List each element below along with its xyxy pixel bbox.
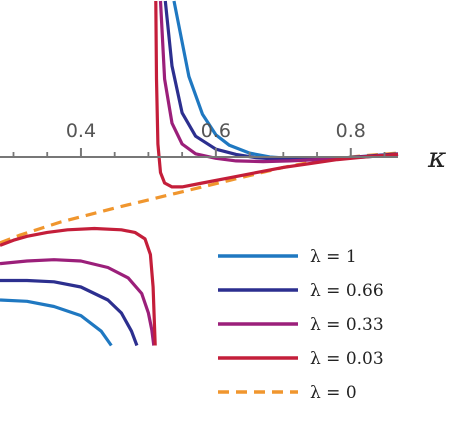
series-line-2-branch-0	[158, 0, 399, 164]
legend: λ = 1 λ = 0.66 λ = 0.33 λ = 0.03 λ = 0	[208, 232, 404, 412]
x-axis: 0.4 0.6 0.8 κ	[0, 120, 446, 174]
tick-label-1: 0.6	[201, 120, 231, 142]
tick-labels: 0.4 0.6 0.8	[66, 120, 366, 142]
series-line-0-branch-1	[0, 298, 113, 347]
tick-label-0: 0.4	[66, 120, 96, 142]
minor-ticks	[12, 152, 386, 158]
legend-label-2: λ = 0.33	[310, 315, 384, 335]
legend-label-4: λ = 0	[310, 383, 357, 403]
legend-label-0: λ = 1	[310, 247, 357, 267]
series-line-1-branch-1	[0, 278, 139, 347]
series-line-3-branch-0	[154, 0, 399, 189]
legend-label-1: λ = 0.66	[310, 281, 384, 301]
series-layer	[0, 0, 399, 347]
legend-background	[208, 232, 404, 412]
legend-label-3: λ = 0.03	[310, 349, 384, 369]
series-line-2-branch-1	[0, 258, 156, 346]
major-ticks	[79, 148, 352, 158]
x-axis-label: κ	[427, 141, 446, 174]
series-line-3-branch-1	[0, 226, 157, 346]
tick-label-2: 0.8	[336, 120, 366, 142]
